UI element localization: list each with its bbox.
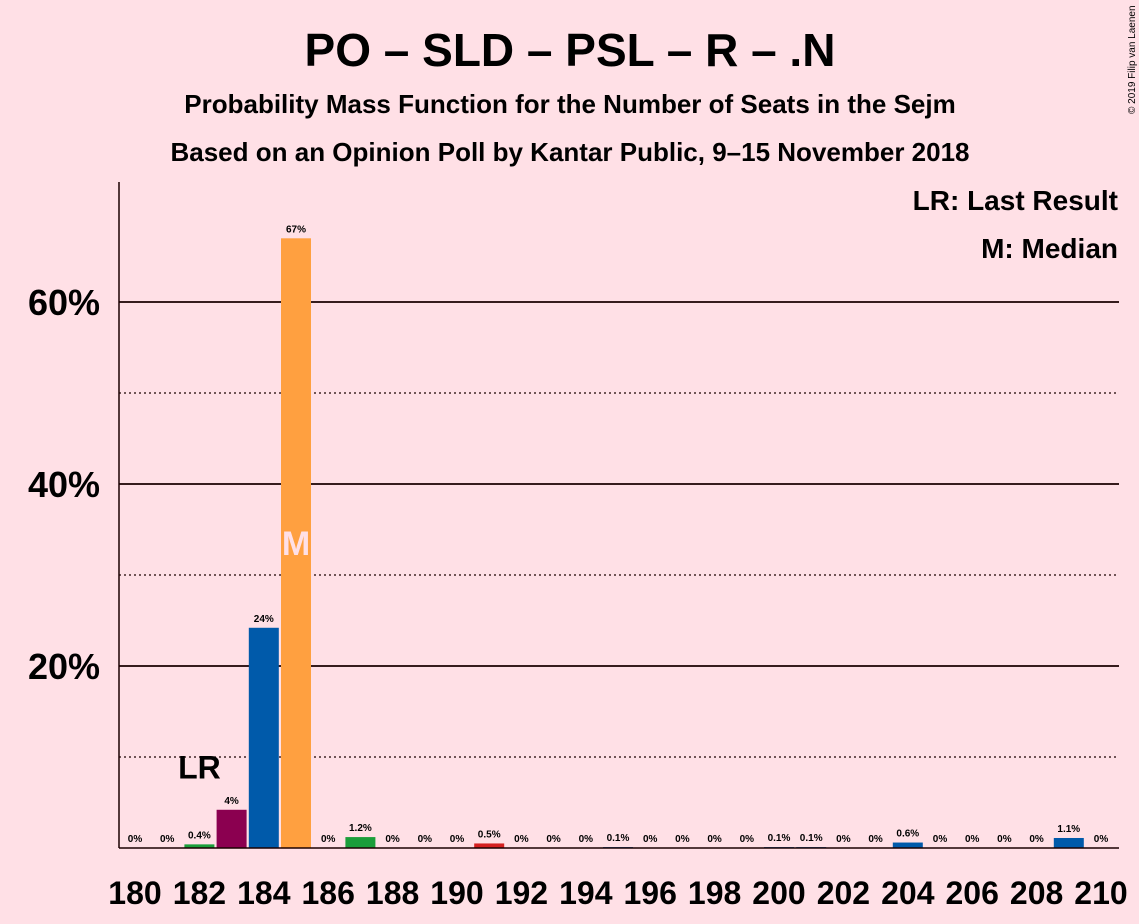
data-label-seat-196: 0% bbox=[643, 834, 658, 845]
legend-median: M: Median bbox=[981, 233, 1118, 264]
data-label-seat-209: 1.1% bbox=[1057, 824, 1080, 835]
data-label-seat-182: 0.4% bbox=[188, 830, 211, 841]
x-tick-label: 206 bbox=[946, 875, 999, 911]
bars bbox=[184, 238, 1084, 849]
x-tick-label: 190 bbox=[430, 875, 483, 911]
x-tick-label: 200 bbox=[752, 875, 805, 911]
data-label-seat-207: 0% bbox=[997, 834, 1012, 845]
data-label-seat-192: 0% bbox=[514, 834, 529, 845]
data-label-seat-208: 0% bbox=[1029, 834, 1044, 845]
x-tick-label: 208 bbox=[1010, 875, 1063, 911]
chart-subtitle: Probability Mass Function for the Number… bbox=[184, 89, 955, 119]
data-label-seat-183: 4% bbox=[224, 796, 239, 807]
data-label-seat-189: 0% bbox=[418, 834, 433, 845]
data-label-seat-186: 0% bbox=[321, 834, 336, 845]
legend-last-result: LR: Last Result bbox=[913, 185, 1118, 216]
data-label-seat-190: 0% bbox=[450, 834, 465, 845]
data-labels: 0% 0% 0.4% 4% 24% 67% 0% 1.2% 0% 0% 0% 0.5% 0% 0% 0% 0.… bbox=[128, 224, 1109, 845]
data-label-seat-181: 0% bbox=[160, 834, 175, 845]
median-marker: M bbox=[282, 525, 310, 563]
x-tick-label: 196 bbox=[624, 875, 677, 911]
x-tick-label: 188 bbox=[366, 875, 419, 911]
data-label-seat-199: 0% bbox=[740, 834, 755, 845]
bar-seat-187 bbox=[345, 837, 376, 848]
data-label-seat-205: 0% bbox=[933, 834, 948, 845]
x-tick-label: 202 bbox=[817, 875, 870, 911]
chart-title: PO – SLD – PSL – R – .N bbox=[305, 24, 836, 76]
data-label-seat-210: 0% bbox=[1094, 834, 1109, 845]
last-result-marker: LR bbox=[178, 749, 221, 785]
y-axis-ticks: 20% 40% 60% bbox=[28, 282, 100, 687]
bar-seat-182 bbox=[184, 844, 215, 848]
x-tick-label: 204 bbox=[881, 875, 935, 911]
data-label-seat-201: 0.1% bbox=[800, 833, 823, 844]
bar-seat-184 bbox=[248, 627, 279, 848]
markers: LR M bbox=[178, 525, 310, 785]
y-tick-label: 40% bbox=[28, 464, 100, 505]
data-label-seat-187: 1.2% bbox=[349, 823, 372, 834]
x-tick-label: 194 bbox=[559, 875, 613, 911]
x-tick-label: 180 bbox=[108, 875, 161, 911]
bar-seat-185 bbox=[281, 238, 311, 849]
data-label-seat-197: 0% bbox=[675, 834, 690, 845]
data-label-seat-200: 0.1% bbox=[768, 833, 791, 844]
data-label-seat-204: 0.6% bbox=[896, 829, 919, 840]
x-tick-label: 184 bbox=[237, 875, 291, 911]
data-label-seat-203: 0% bbox=[868, 834, 883, 845]
data-label-seat-188: 0% bbox=[385, 834, 400, 845]
data-label-seat-198: 0% bbox=[707, 834, 722, 845]
data-label-seat-194: 0% bbox=[579, 834, 594, 845]
bar-seat-191 bbox=[474, 843, 505, 848]
data-label-seat-184: 24% bbox=[254, 614, 274, 625]
data-label-seat-180: 0% bbox=[128, 834, 143, 845]
bar-seat-204 bbox=[892, 842, 923, 848]
x-tick-label: 186 bbox=[302, 875, 355, 911]
x-axis-ticks: 180 182 184 186 188 190 192 194 196 198 200 202 204 2… bbox=[108, 875, 1127, 911]
data-label-seat-193: 0% bbox=[546, 834, 561, 845]
y-tick-label: 20% bbox=[28, 646, 100, 687]
data-label-seat-202: 0% bbox=[836, 834, 851, 845]
x-tick-label: 182 bbox=[173, 875, 226, 911]
bar-seat-209 bbox=[1053, 837, 1084, 848]
x-tick-label: 210 bbox=[1074, 875, 1127, 911]
chart-subtitle-poll: Based on an Opinion Poll by Kantar Publi… bbox=[170, 137, 969, 167]
y-tick-label: 60% bbox=[28, 282, 100, 323]
data-label-seat-195: 0.1% bbox=[607, 833, 630, 844]
x-tick-label: 192 bbox=[495, 875, 548, 911]
data-label-seat-185: 67% bbox=[286, 224, 306, 235]
bar-seat-183 bbox=[216, 809, 247, 848]
copyright-note: © 2019 Filip van Laenen bbox=[1127, 5, 1138, 114]
x-tick-label: 198 bbox=[688, 875, 741, 911]
data-label-seat-191: 0.5% bbox=[478, 829, 501, 840]
data-label-seat-206: 0% bbox=[965, 834, 980, 845]
